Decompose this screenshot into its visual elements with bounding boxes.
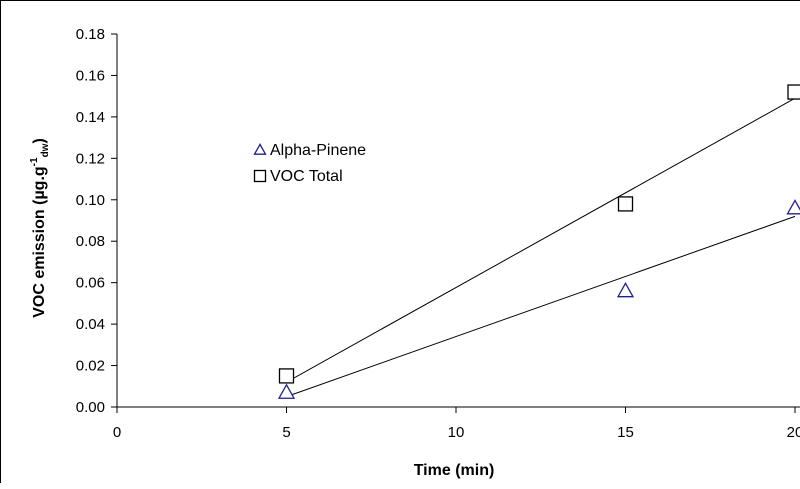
triangle-marker <box>279 385 294 398</box>
square-marker <box>280 369 294 383</box>
legend-triangle-marker <box>255 144 266 154</box>
y-tick-label: 0.04 <box>76 316 105 333</box>
y-tick-label: 0.08 <box>76 233 105 250</box>
trendline <box>287 98 796 382</box>
y-tick-label: 0.10 <box>76 192 105 209</box>
legend-label: Alpha-Pinene <box>270 142 366 159</box>
legend-label: VOC Total <box>270 168 343 185</box>
y-tick-label: 0.02 <box>76 358 105 375</box>
data-points <box>279 85 800 398</box>
x-tick-label: 20 <box>787 424 800 441</box>
triangle-marker <box>788 200 800 213</box>
legend-square-marker <box>255 171 266 182</box>
x-axis-label: Time (min) <box>414 462 495 479</box>
y-tick-label: 0.14 <box>76 109 105 126</box>
axes: 0.00 0.02 0.04 0.06 0.08 0.10 0.12 0.14 0.16 0.18… <box>76 26 800 441</box>
x-tick-label: 10 <box>448 424 465 441</box>
square-marker <box>619 197 633 211</box>
square-marker <box>788 85 800 99</box>
x-tick-label: 5 <box>282 424 290 441</box>
y-tick-label: 0.18 <box>76 26 105 43</box>
legend: Alpha-Pinene VOC Total <box>255 142 367 185</box>
trendline <box>287 216 796 396</box>
y-tick-label: 0.06 <box>76 275 105 292</box>
y-tick-label: 0.00 <box>76 399 105 416</box>
x-tick-label: 15 <box>617 424 634 441</box>
y-axis-label: VOC emission (µg.g-1dw) <box>29 138 51 318</box>
y-tick-label: 0.12 <box>76 150 105 167</box>
triangle-marker <box>618 283 633 296</box>
y-tick-label: 0.16 <box>76 67 105 84</box>
x-tick-label: 0 <box>113 424 121 441</box>
